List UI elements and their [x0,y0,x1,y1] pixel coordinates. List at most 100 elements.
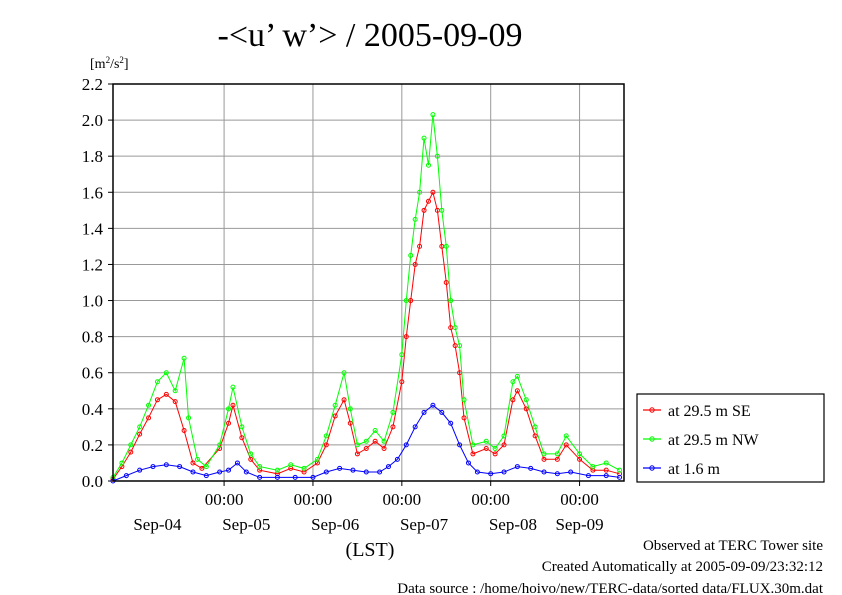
footer-data-source: Data source : /home/hoivo/new/TERC-data/… [397,581,824,595]
date-label: Sep-08 [489,515,537,534]
data-point [257,474,263,480]
legend-box [636,393,825,483]
data-point [501,442,507,448]
data-point [514,373,520,379]
data-point [501,469,507,475]
y-tick-label: 2.0 [82,111,103,130]
series-line [112,190,620,480]
data-point [203,473,209,479]
data-point [461,415,467,421]
data-point [563,442,569,448]
data-point [532,424,538,430]
data-point [354,451,360,457]
data-point [403,334,409,340]
data-point [408,252,414,258]
plot-area-border [112,83,625,482]
data-point [421,135,427,141]
data-point [199,465,205,471]
legend-item: at 1.6 m [643,461,721,478]
data-point [301,465,307,471]
data-point [554,451,560,457]
data-point [488,471,494,477]
data-point [568,469,574,475]
series-1 [110,189,623,482]
legend-swatch-marker [649,465,655,471]
data-point [381,438,387,444]
data-point [181,355,187,361]
data-point [381,446,387,452]
data-point [541,456,547,462]
data-point [274,474,280,480]
y-tick-label: 0.8 [82,328,103,347]
data-point [323,469,329,475]
data-point [203,464,209,470]
data-point [554,456,560,462]
data-point [514,388,520,394]
data-point [310,474,316,480]
data-point [123,473,129,479]
data-point [603,460,609,466]
y-tick-label: 1.4 [82,219,104,238]
x-tick-label: 00:00 [560,490,599,509]
data-point [514,464,520,470]
data-point [257,464,263,470]
data-point [457,343,463,349]
x-tick-label: 00:00 [294,490,333,509]
data-point [292,474,298,480]
x-axis-label: (LST) [346,539,395,561]
data-point [541,469,547,475]
data-point [465,460,471,466]
data-point [483,438,489,444]
data-point [128,442,134,448]
data-point [470,442,476,448]
data-point [323,442,329,448]
data-point [523,406,529,412]
data-point [347,406,353,412]
data-point [510,379,516,385]
data-point [154,379,160,385]
series-3 [110,402,623,484]
date-label: Sep-09 [555,515,603,534]
svg-text:[m2/s2]: [m2/s2] [90,55,129,72]
y-tick-label: 0.6 [82,364,103,383]
data-point [137,431,143,437]
y-tick-label: 1.6 [82,183,103,202]
ylabel-base: [m [90,57,106,72]
data-point [363,469,369,475]
data-point [248,456,254,462]
data-point [341,397,347,403]
data-point [492,446,498,452]
data-point [385,464,391,470]
data-series [110,112,623,484]
data-point [483,446,489,452]
date-label: Sep-06 [311,515,359,534]
y-tick-label: 0.0 [82,472,103,491]
data-point [430,189,436,195]
data-point [146,415,152,421]
data-point [412,261,418,267]
grid-lines [108,83,624,486]
ylabel-end: ] [124,57,129,72]
data-point [377,469,383,475]
data-point [443,280,449,285]
data-point [146,402,152,408]
x-tick-label: 00:00 [382,490,421,509]
data-point [341,370,347,376]
data-point [523,397,529,403]
data-point [390,424,396,430]
data-point [399,379,405,385]
data-point [412,216,418,222]
footer-created: Created Automatically at 2005-09-09/23:3… [542,559,823,575]
data-point [323,433,329,439]
ylabel-sup2: 2 [119,55,124,65]
data-point [434,153,440,159]
legend-swatch-marker [649,436,655,442]
data-point [372,438,378,444]
data-point [439,207,445,213]
data-point [394,456,400,462]
data-point [177,464,183,470]
data-point [528,465,534,471]
data-point [230,384,236,390]
data-point [350,467,356,473]
data-point [577,451,583,457]
